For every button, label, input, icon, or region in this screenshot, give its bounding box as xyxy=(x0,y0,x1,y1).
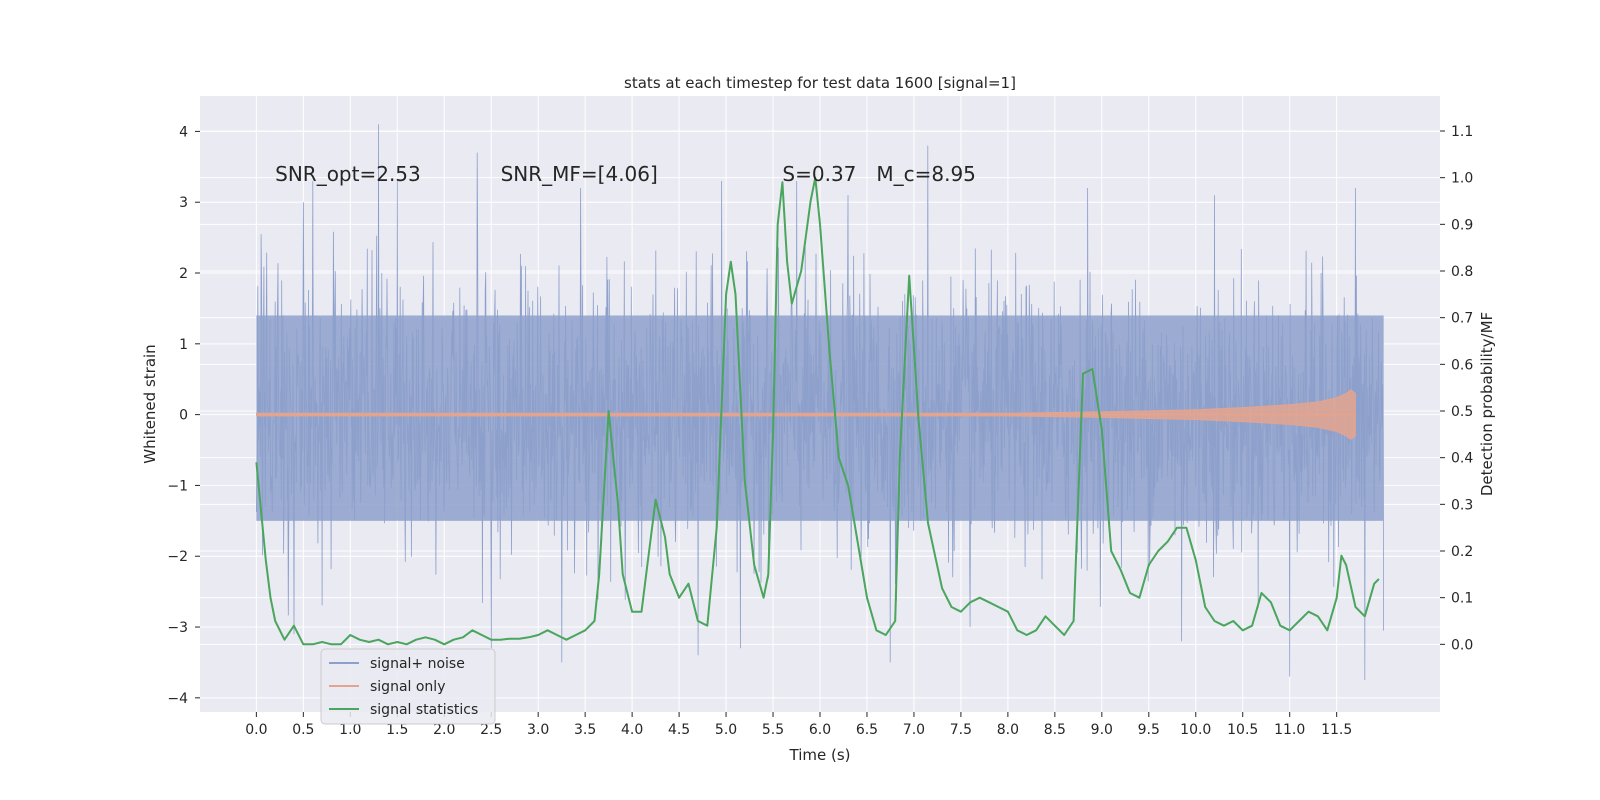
y2-tick-label: 0.3 xyxy=(1451,497,1473,513)
y2-tick-label: 0.1 xyxy=(1451,591,1473,607)
x-tick-label: 4.0 xyxy=(621,722,643,738)
x-axis-ticks: 0.0 0.5 1.0 1.5 2.0 2.5 3.0 3.5 4.0 4.5 5.0 5.5 6.0 6… xyxy=(245,712,1352,738)
series-signal-statistics xyxy=(255,176,1380,646)
y2-tick-label: 0.0 xyxy=(1451,637,1473,653)
y2-tick-label: 1.1 xyxy=(1451,124,1473,140)
annotations: SNR_opt=2.53 SNR_MF=[4.06] S=0.37 M_c=8.95 xyxy=(275,162,976,186)
legend-label-signal-statistics: signal statistics xyxy=(370,702,478,718)
x-tick-label: 1.0 xyxy=(339,722,361,738)
x-tick-label: 8.0 xyxy=(997,722,1019,738)
chart-title: stats at each timestep for test data 160… xyxy=(624,74,1016,92)
y-tick-label: 1 xyxy=(179,337,188,353)
y-tick-label: 4 xyxy=(179,124,188,140)
x-tick-label: 10.0 xyxy=(1180,722,1211,738)
annotation-text: S=0.37 xyxy=(782,162,856,186)
x-tick-label: 4.5 xyxy=(668,722,690,738)
legend-label-signal-only: signal only xyxy=(370,679,445,695)
y2-axis-ticks: 0.0 0.1 0.2 0.3 0.4 0.5 0.6 0.7 0.8 0.9 1.0 1.1 xyxy=(1440,124,1473,653)
x-axis-label: Time (s) xyxy=(789,746,851,764)
legend-box xyxy=(320,648,496,725)
x-tick-label: 9.0 xyxy=(1091,722,1113,738)
y-tick-label: 0 xyxy=(179,408,188,424)
y-axis-label: Whitened strain xyxy=(141,344,159,463)
x-tick-label: 2.5 xyxy=(480,722,502,738)
x-tick-label: 7.0 xyxy=(903,722,925,738)
y-tick-label: −2 xyxy=(167,549,188,565)
x-tick-label: 5.0 xyxy=(715,722,737,738)
noise-trace xyxy=(256,124,1384,681)
x-tick-label: 9.5 xyxy=(1138,722,1160,738)
x-tick-label: 7.5 xyxy=(950,722,972,738)
x-tick-label: 2.0 xyxy=(433,722,455,738)
y2-tick-label: 0.2 xyxy=(1451,544,1473,560)
y2-tick-label: 0.9 xyxy=(1451,217,1473,233)
x-tick-label: 3.0 xyxy=(527,722,549,738)
x-tick-label: 0.5 xyxy=(292,722,314,738)
y2-tick-label: 0.8 xyxy=(1451,264,1473,280)
x-tick-label: 6.5 xyxy=(856,722,878,738)
annotation-text: M_c=8.95 xyxy=(876,162,976,186)
x-tick-label: 0.0 xyxy=(245,722,267,738)
statistics-line xyxy=(255,176,1380,646)
y2-tick-label: 0.4 xyxy=(1451,451,1473,467)
legend-label-signal-plus-noise: signal+ noise xyxy=(370,656,465,672)
y2-tick-label: 0.6 xyxy=(1451,357,1473,373)
x-tick-label: 1.5 xyxy=(386,722,408,738)
x-tick-label: 10.5 xyxy=(1227,722,1258,738)
x-tick-label: 6.0 xyxy=(809,722,831,738)
y2-tick-label: 0.7 xyxy=(1451,311,1473,327)
y-tick-label: −1 xyxy=(167,478,188,494)
x-tick-label: 11.0 xyxy=(1274,722,1305,738)
x-tick-label: 3.5 xyxy=(574,722,596,738)
x-tick-label: 5.5 xyxy=(762,722,784,738)
x-tick-label: 8.5 xyxy=(1044,722,1066,738)
y2-tick-label: 1.0 xyxy=(1451,171,1473,187)
y2-axis-label: Detection probability/MF xyxy=(1478,312,1496,496)
x-tick-label: 11.5 xyxy=(1321,722,1352,738)
y-tick-label: −3 xyxy=(167,620,188,636)
annotation-text: SNR_opt=2.53 xyxy=(275,162,421,186)
series-signal-only xyxy=(255,389,1356,440)
y-tick-label: 3 xyxy=(179,195,188,211)
y-axis-ticks: −4 −3 −2 −1 0 1 2 3 4 xyxy=(167,124,200,707)
y-tick-label: −4 xyxy=(167,691,188,707)
y-tick-label: 2 xyxy=(179,266,188,282)
annotation-text: SNR_MF=[4.06] xyxy=(501,162,658,186)
legend: signal+ noise signal only signal statist… xyxy=(320,648,496,725)
y2-tick-label: 0.5 xyxy=(1451,404,1473,420)
